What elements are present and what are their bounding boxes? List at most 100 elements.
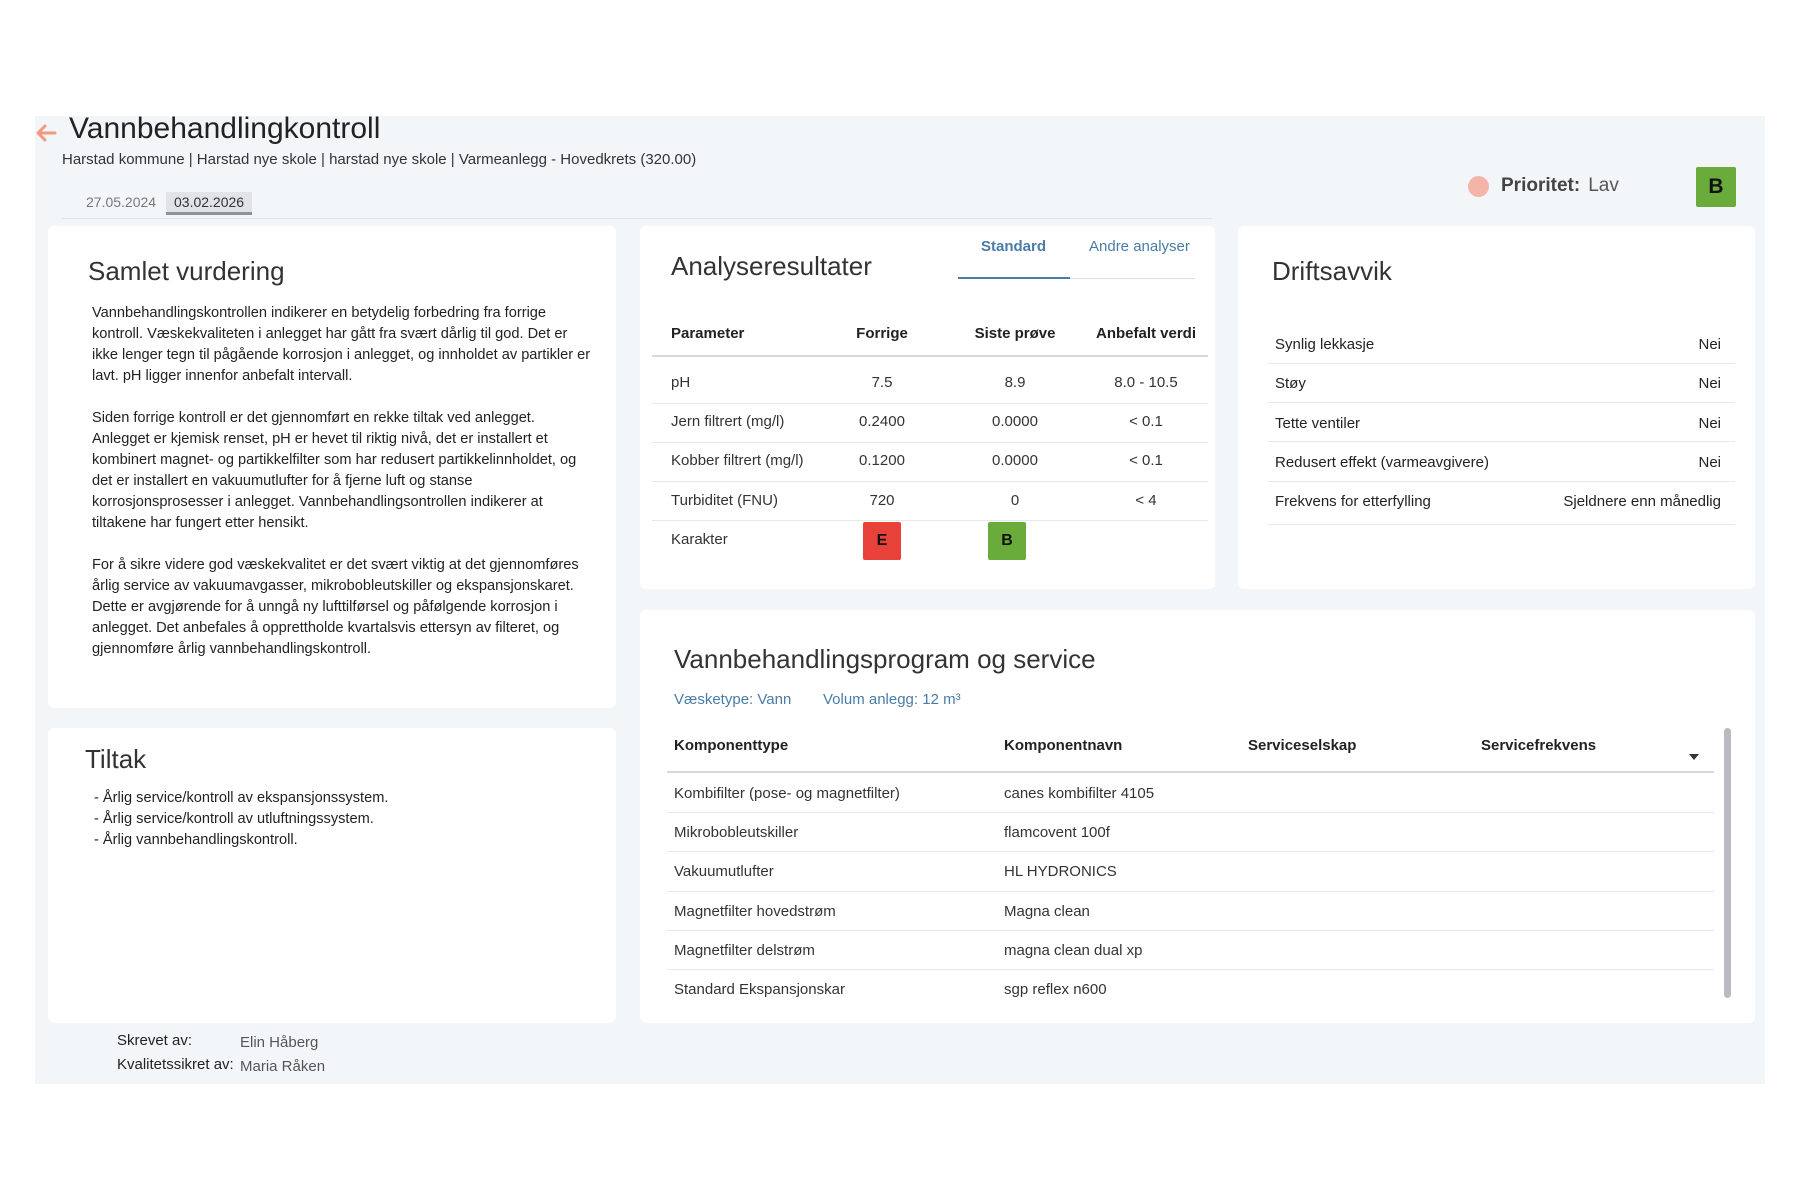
written-by-value: Elin Håberg <box>240 1034 319 1051</box>
driftsavvik-card: Driftsavvik Synlig lekkasje Nei Støy Nei… <box>1238 226 1755 589</box>
priority-label: Prioritet: <box>1501 175 1581 196</box>
breadcrumb: Harstad kommune | Harstad nye skole | ha… <box>62 151 697 168</box>
column-header-forrige: Forrige <box>856 325 908 342</box>
tiltak-title: Tiltak <box>85 744 147 774</box>
column-header-komponentnavn: Komponentnavn <box>1004 737 1123 754</box>
priority-value: Lav <box>1588 175 1619 196</box>
row-divider <box>667 891 1714 892</box>
overall-grade-badge: B <box>1696 167 1736 207</box>
tiltak-list: - Årlig service/kontroll av ekspansjonss… <box>94 788 388 851</box>
grade-badge-previous: E <box>863 522 901 560</box>
table-cell: 720 <box>869 492 895 509</box>
drift-value: Nei <box>1698 336 1721 353</box>
drift-value: Nei <box>1698 415 1721 432</box>
column-header-serviceselskap: Serviceselskap <box>1248 737 1357 754</box>
fluid-type: Væsketype: Vann <box>674 691 792 708</box>
row-divider <box>1268 402 1735 403</box>
table-cell: Standard Ekspansjonskar <box>674 981 845 998</box>
sort-dropdown-icon[interactable] <box>1688 753 1700 761</box>
drift-label: Synlig lekkasje <box>1275 336 1375 353</box>
page-title: Vannbehandlingkontroll <box>69 112 381 145</box>
drift-value: Nei <box>1698 454 1721 471</box>
quality-assured-value: Maria Råken <box>240 1058 326 1075</box>
row-divider <box>652 442 1208 443</box>
table-cell: Turbiditet (FNU) <box>671 492 778 509</box>
program-card: Vannbehandlingsprogram og service Væsket… <box>640 610 1755 1023</box>
row-divider <box>667 930 1714 931</box>
summary-title: Samlet vurdering <box>88 256 285 286</box>
quality-assured-label: Kvalitetssikret av: <box>117 1056 234 1073</box>
tiltak-item: - Årlig service/kontroll av utluftningss… <box>94 811 374 827</box>
tab-standard[interactable]: Standard <box>981 238 1047 255</box>
date-tabs: 27.05.2024 03.02.2026 <box>62 188 1212 219</box>
analysis-title: Analyseresultater <box>671 251 872 281</box>
table-cell: 0.2400 <box>859 413 905 430</box>
drift-value: Nei <box>1698 375 1721 392</box>
table-cell: HL HYDRONICS <box>1004 863 1117 880</box>
priority-indicator: Prioritet: Lav <box>1468 175 1619 197</box>
drift-value: Sjeldnere enn månedlig <box>1563 493 1721 510</box>
table-cell: 0 <box>1010 492 1020 509</box>
drift-label: Støy <box>1275 375 1306 392</box>
table-cell: 8.9 <box>1004 374 1026 391</box>
row-divider <box>667 812 1714 813</box>
date-tab-current[interactable]: 03.02.2026 <box>166 192 253 215</box>
row-divider <box>667 851 1714 852</box>
drift-label: Frekvens for etterfylling <box>1275 493 1431 510</box>
table-cell: Kombifilter (pose- og magnetfilter) <box>674 785 900 802</box>
table-cell: 0.0000 <box>992 413 1038 430</box>
column-header-parameter: Parameter <box>671 325 745 342</box>
system-volume: Volum anlegg: 12 m³ <box>823 691 961 708</box>
written-by-label: Skrevet av: <box>117 1032 193 1049</box>
grade-row-label: Karakter <box>671 531 728 548</box>
table-cell: 8.0 - 10.5 <box>1114 374 1178 391</box>
row-divider <box>652 403 1208 404</box>
tab-track <box>958 278 1195 279</box>
table-cell: Vakuumutlufter <box>674 863 774 880</box>
row-divider <box>1268 441 1735 442</box>
table-cell: 0.0000 <box>992 452 1038 469</box>
table-cell: < 4 <box>1135 492 1157 509</box>
summary-text: Vannbehandlingskontrollen indikerer en b… <box>92 303 592 681</box>
table-cell: 0.1200 <box>859 452 905 469</box>
table-cell: Kobber filtrert (mg/l) <box>671 452 804 469</box>
table-cell: 7.5 <box>871 374 893 391</box>
column-header-komponenttype: Komponenttype <box>674 737 789 754</box>
table-cell: pH <box>671 374 691 391</box>
row-divider <box>1268 481 1735 482</box>
table-cell: sgp reflex n600 <box>1004 981 1107 998</box>
row-divider <box>1268 363 1735 364</box>
summary-paragraph: For å sikre videre god væskekvalitet er … <box>92 557 579 657</box>
column-header-servicefrekvens: Servicefrekvens <box>1481 737 1597 754</box>
tiltak-item: - Årlig service/kontroll av ekspansjonss… <box>94 790 389 806</box>
tiltak-item: - Årlig vannbehandlingskontroll. <box>94 832 298 848</box>
row-divider <box>652 481 1208 482</box>
priority-dot-icon <box>1468 175 1489 197</box>
header-divider <box>667 771 1714 773</box>
driftsavvik-title: Driftsavvik <box>1272 256 1392 286</box>
table-cell: magna clean dual xp <box>1004 942 1143 959</box>
program-title: Vannbehandlingsprogram og service <box>674 644 1096 674</box>
summary-card: Samlet vurdering Vannbehandlingskontroll… <box>48 226 616 708</box>
drift-label: Redusert effekt (varmeavgivere) <box>1275 454 1489 471</box>
table-cell: < 0.1 <box>1129 452 1163 469</box>
tab-active-indicator <box>958 277 1070 279</box>
header-divider <box>652 355 1208 357</box>
summary-paragraph: Siden forrige kontroll er det gjennomfør… <box>92 410 577 531</box>
tab-andre-analyser[interactable]: Andre analyser <box>1089 238 1190 255</box>
table-cell: Magnetfilter hovedstrøm <box>674 903 836 920</box>
back-arrow-icon[interactable] <box>35 124 57 142</box>
column-header-siste-prove: Siste prøve <box>974 325 1056 342</box>
drift-label: Tette ventiler <box>1275 415 1361 432</box>
table-cell: Jern filtrert (mg/l) <box>671 413 785 430</box>
table-scrollbar[interactable] <box>1724 728 1731 998</box>
table-cell: < 0.1 <box>1129 413 1163 430</box>
analysis-card: Analyseresultater Standard Andre analyse… <box>640 226 1215 589</box>
summary-paragraph: Vannbehandlingskontrollen indikerer en b… <box>92 305 591 384</box>
table-cell: Mikrobobleutskiller <box>674 824 799 841</box>
column-header-anbefalt-verdi: Anbefalt verdi <box>1095 325 1197 342</box>
table-cell: Magna clean <box>1004 903 1090 920</box>
table-cell: Magnetfilter delstrøm <box>674 942 815 959</box>
date-tab-previous[interactable]: 27.05.2024 <box>86 194 157 210</box>
grade-badge-latest: B <box>988 522 1026 560</box>
